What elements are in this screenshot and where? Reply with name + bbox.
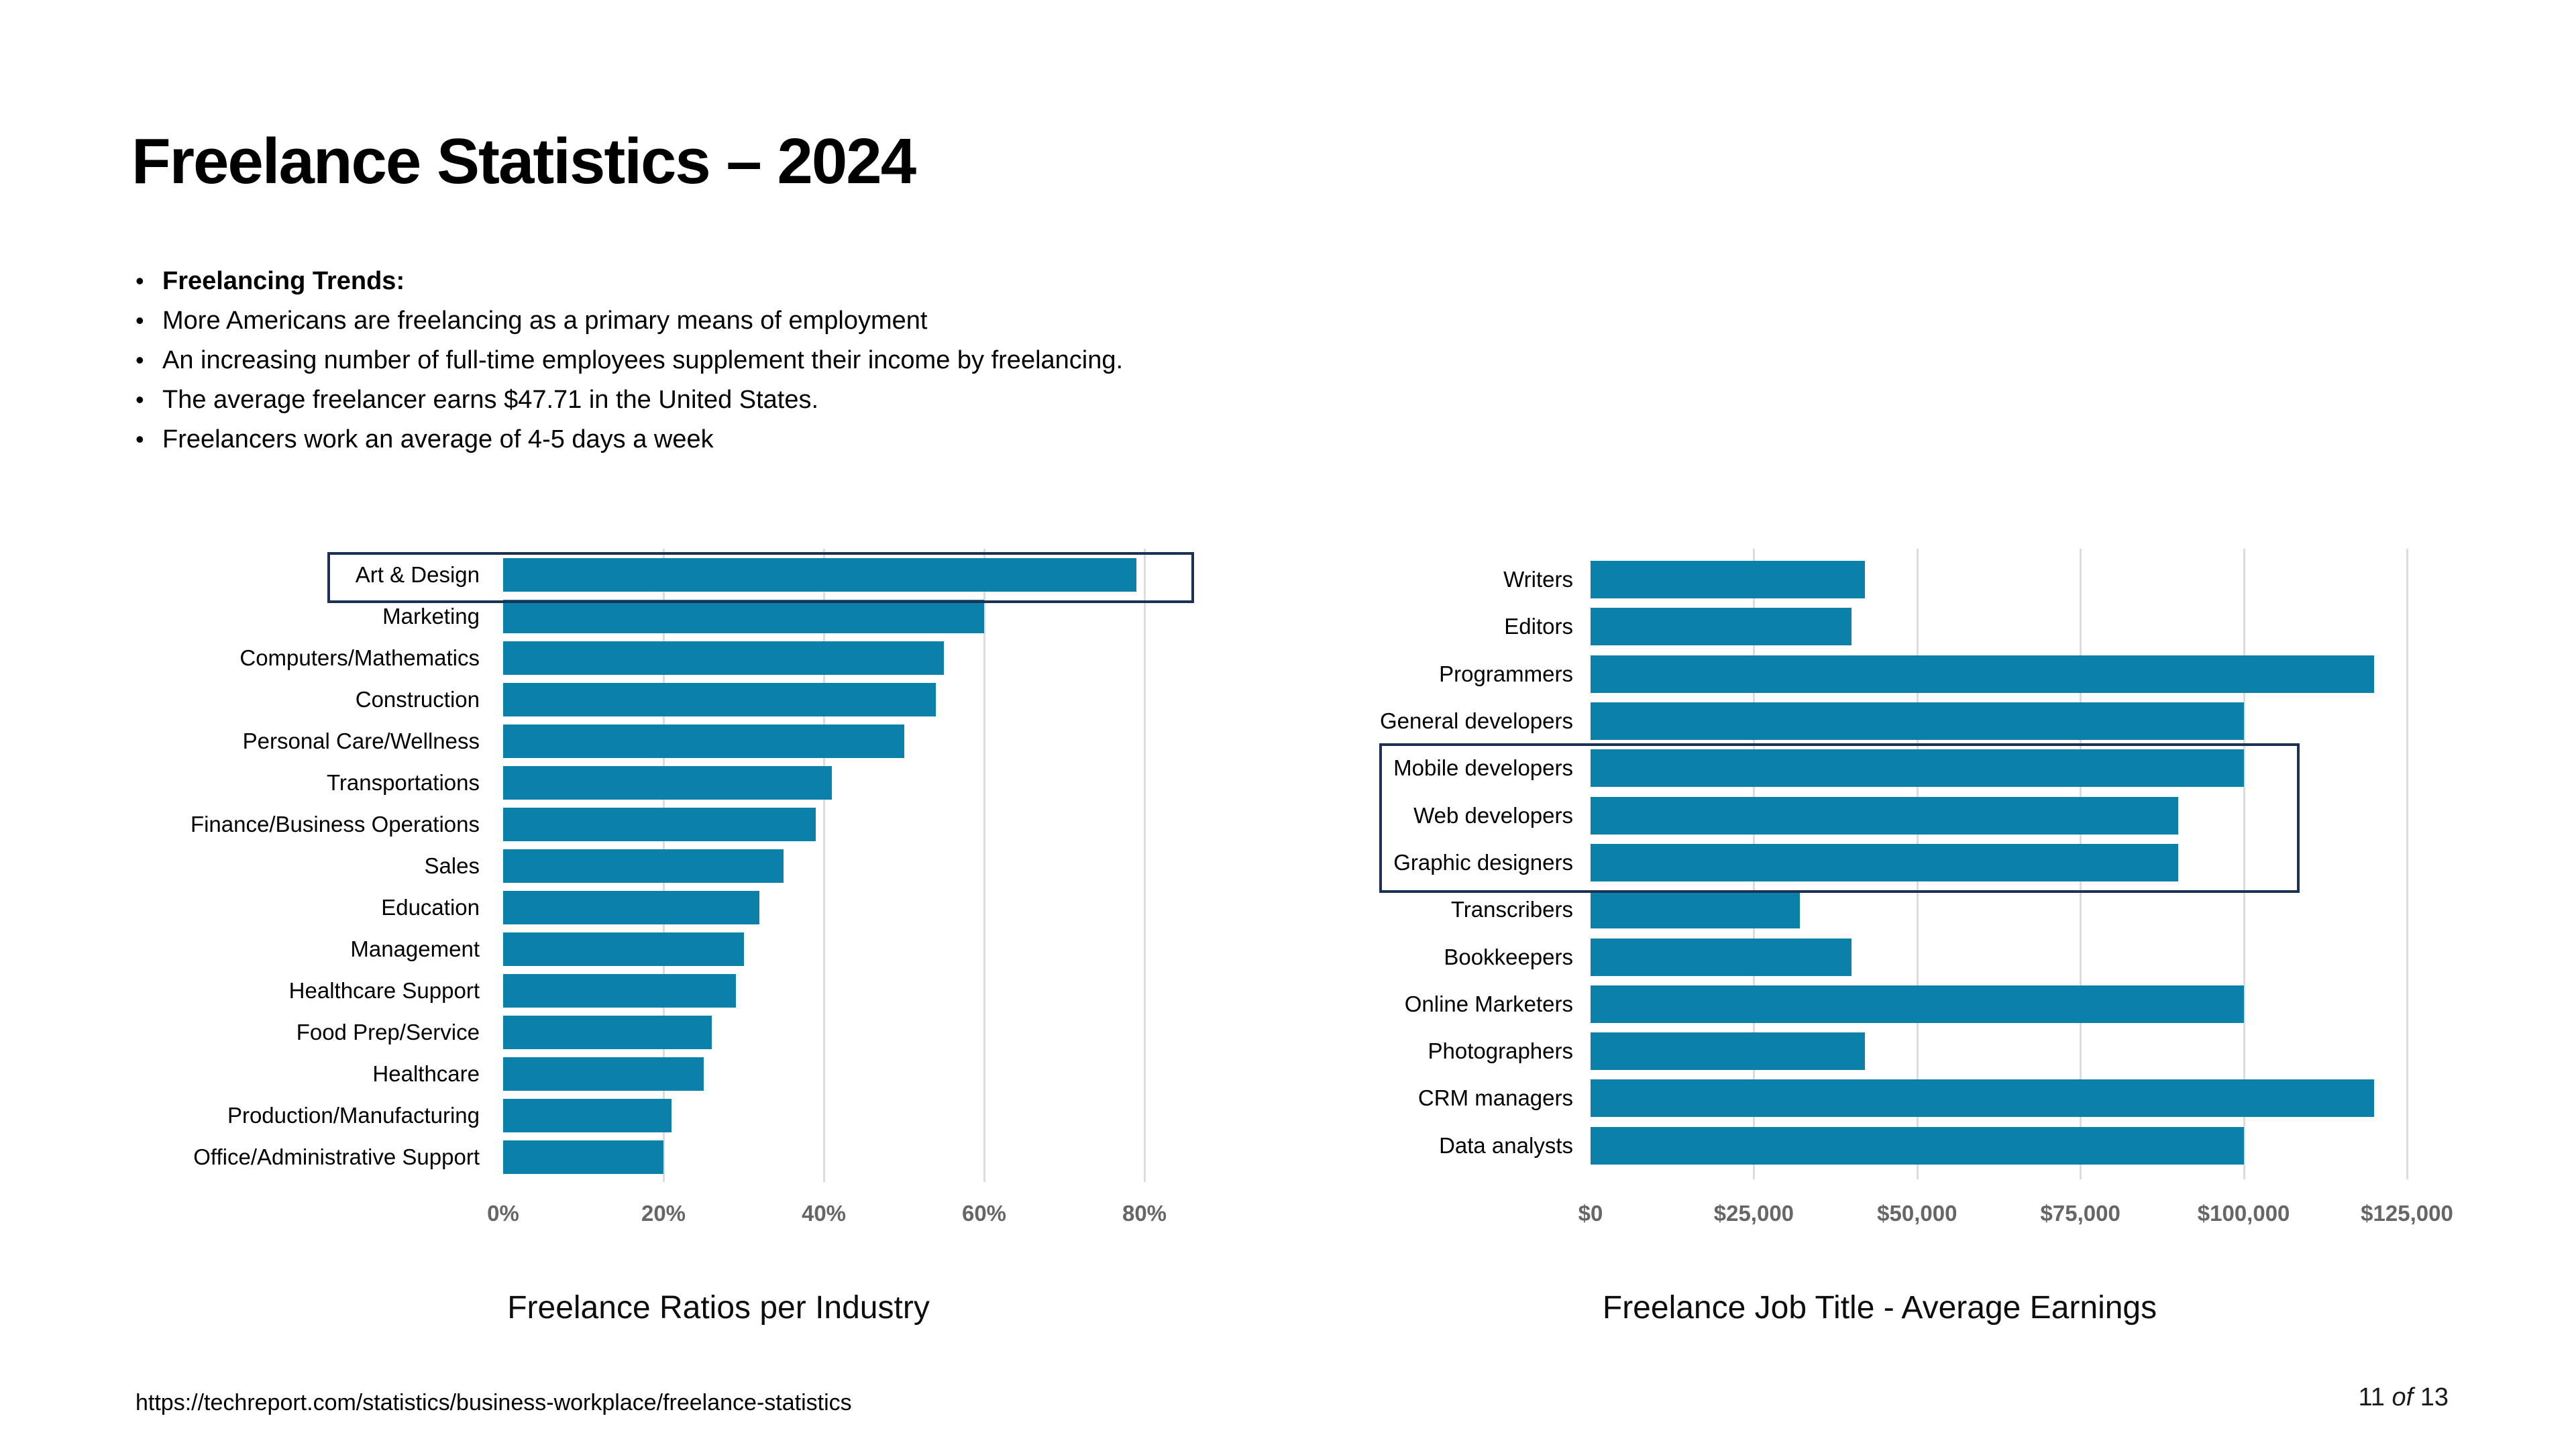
category-label: Mobile developers — [1393, 755, 1573, 781]
bar — [1591, 891, 1800, 929]
bar — [503, 849, 784, 883]
category-label: Sales — [424, 853, 480, 878]
bar — [503, 808, 816, 841]
axis-tick-label: $100,000 — [2197, 1201, 2290, 1226]
bar — [1591, 1126, 2244, 1165]
bar — [1591, 1032, 1865, 1071]
bar — [1591, 561, 1865, 599]
bar — [1591, 1079, 2375, 1118]
axis-tick-label: $75,000 — [2040, 1201, 2121, 1226]
page-title: Freelance Statistics – 2024 — [131, 125, 916, 197]
bar — [503, 683, 936, 716]
category-label: Transcribers — [1450, 897, 1573, 922]
gridline — [2406, 549, 2408, 1179]
bullet-text: An increasing number of full-time employ… — [162, 346, 1124, 374]
bar — [503, 1099, 672, 1132]
bar — [503, 974, 736, 1008]
axis-tick-label: $50,000 — [1877, 1201, 1957, 1226]
category-label: Bookkeepers — [1444, 944, 1573, 969]
axis-tick-label: 0% — [487, 1201, 519, 1226]
bullet-item: • Freelancing Trends: — [136, 268, 1123, 294]
page-word-of: of — [2392, 1383, 2414, 1411]
category-label: Photographers — [1428, 1038, 1573, 1064]
bar — [503, 891, 760, 924]
bar — [1591, 985, 2244, 1023]
category-label: Healthcare Support — [288, 978, 480, 1003]
source-url-link[interactable]: https://techreport.com/statistics/busine… — [136, 1390, 852, 1415]
axis-tick-label: 20% — [641, 1201, 686, 1226]
bullet-item: • The average freelancer earns $47.71 in … — [136, 387, 1123, 413]
category-label: Art & Design — [355, 562, 480, 587]
axis-tick-label: $0 — [1578, 1201, 1603, 1226]
gridline — [823, 549, 825, 1182]
category-label: Computers/Mathematics — [239, 645, 480, 670]
category-label: Marketing — [382, 604, 480, 629]
bar — [503, 766, 832, 800]
bar — [1591, 702, 2244, 741]
gridline — [983, 549, 985, 1182]
category-label: Management — [350, 936, 480, 961]
bullet-text: The average freelancer earns $47.71 in t… — [162, 386, 819, 414]
bullet-dot-icon: • — [136, 425, 144, 453]
bullet-item: • More Americans are freelancing as a pri… — [136, 307, 1123, 335]
category-label: Online Marketers — [1404, 991, 1573, 1016]
gridline — [2243, 549, 2245, 1179]
bullet-text: Freelancers work an average of 4-5 days … — [162, 425, 714, 453]
bar — [503, 558, 1137, 592]
page-total: 13 — [2420, 1383, 2449, 1411]
category-label: Construction — [355, 687, 480, 712]
axis-tick-label: 60% — [961, 1201, 1007, 1226]
bullet-item: • An increasing number of full-time emplo… — [136, 346, 1124, 374]
category-label: Graphic designers — [1393, 849, 1573, 875]
bar — [1591, 608, 1852, 646]
bar — [503, 1140, 663, 1174]
page-number: 11 of 13 — [2174, 1383, 2449, 1412]
bullet-item: • Freelancers work an average of 4-5 days… — [136, 425, 1123, 453]
bar — [503, 724, 904, 758]
bullet-text: More Americans are freelancing as a prim… — [162, 307, 928, 335]
bullet-text: Freelancing Trends: — [162, 267, 405, 295]
category-label: General developers — [1379, 708, 1573, 734]
bullet-list: • Freelancing Trends: • More Americans are … — [136, 268, 1123, 466]
page-current: 11 — [2358, 1383, 2385, 1411]
category-label: Healthcare — [372, 1061, 480, 1086]
axis-tick-label: 80% — [1122, 1201, 1167, 1226]
category-label: Production/Manufacturing — [227, 1103, 480, 1128]
bar — [503, 641, 945, 675]
category-label: Personal Care/Wellness — [242, 729, 480, 753]
category-label: Programmers — [1439, 661, 1573, 686]
category-label: Transportations — [326, 770, 480, 795]
category-label: Writers — [1503, 567, 1573, 592]
category-label: Education — [381, 895, 480, 920]
bar — [503, 1057, 704, 1091]
category-label: Editors — [1504, 614, 1573, 639]
bar — [503, 600, 984, 633]
bullet-dot-icon: • — [136, 346, 144, 374]
category-label: Food Prep/Service — [296, 1020, 480, 1044]
category-label: Office/Administrative Support — [193, 1144, 480, 1169]
bar — [503, 1016, 712, 1049]
axis-tick-label: $125,000 — [2361, 1201, 2453, 1226]
bullet-dot-icon: • — [136, 267, 144, 294]
highlight-box — [1379, 743, 2300, 893]
category-label: CRM managers — [1417, 1085, 1573, 1111]
chart-title-freelance-ratios: Freelance Ratios per Industry — [507, 1290, 930, 1326]
gridline — [1144, 549, 1146, 1182]
bar — [1591, 655, 2375, 693]
category-label: Web developers — [1413, 802, 1573, 828]
bullet-dot-icon: • — [136, 307, 144, 334]
category-label: Data analysts — [1439, 1132, 1573, 1158]
bullet-dot-icon: • — [136, 386, 144, 413]
bar — [503, 932, 744, 966]
axis-tick-label: 40% — [801, 1201, 847, 1226]
category-label: Finance/Business Operations — [190, 812, 480, 837]
bar — [1591, 796, 2179, 835]
highlight-box — [327, 552, 1194, 603]
bar — [1591, 749, 2244, 788]
axis-tick-label: $25,000 — [1713, 1201, 1794, 1226]
bar — [1591, 938, 1852, 976]
chart-title-average-earnings: Freelance Job Title - Average Earnings — [1602, 1290, 2157, 1326]
bar — [1591, 843, 2179, 881]
